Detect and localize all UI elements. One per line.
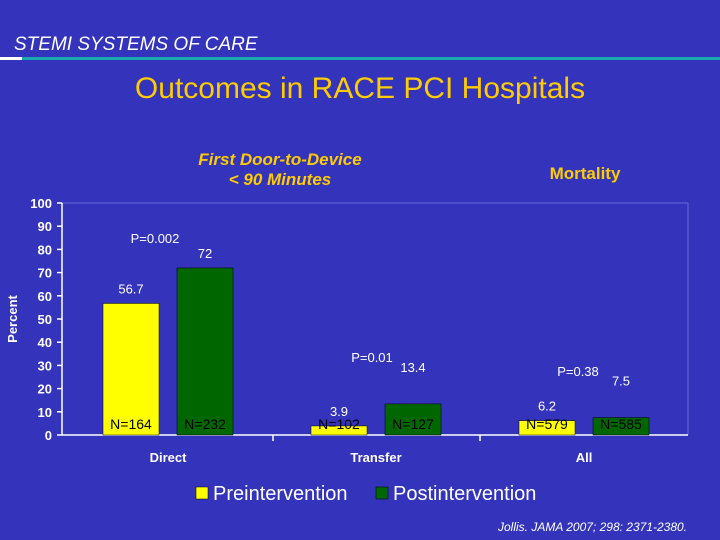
- y-tick-label: 40: [38, 335, 52, 350]
- y-axis-label: Percent: [5, 294, 20, 342]
- value-label-preintervention-all: 6.2: [538, 399, 556, 414]
- value-label-preintervention-transfer: 3.9: [330, 404, 348, 419]
- n-label-preintervention-direct: N=164: [110, 416, 152, 432]
- y-tick-label: 50: [38, 312, 52, 327]
- y-tick-label: 30: [38, 358, 52, 373]
- y-tick-label: 100: [30, 196, 52, 211]
- y-tick-label: 90: [38, 219, 52, 234]
- bar-postintervention-transfer: [384, 403, 442, 436]
- legend-label-preintervention: Preintervention: [213, 483, 348, 505]
- legend-label-postintervention: Postintervention: [393, 483, 536, 505]
- value-label-postintervention-all: 7.5: [612, 374, 630, 389]
- n-label-postintervention-all: N=585: [600, 416, 642, 432]
- chart-subtitle-door-to-device: First Door-to-Device < 90 Minutes: [160, 150, 400, 190]
- bar-preintervention-all: [518, 420, 576, 436]
- y-tick-label: 20: [38, 382, 52, 397]
- section-header: STEMI SYSTEMS OF CARE: [14, 34, 258, 55]
- subtitle-line-1: First Door-to-Device: [198, 150, 362, 169]
- y-tick-label: 80: [38, 242, 52, 257]
- bar-postintervention-direct: [176, 267, 234, 436]
- p-value-all: P=0.38: [557, 364, 599, 379]
- legend-swatch-postintervention: [375, 486, 389, 500]
- value-label-preintervention-direct: 56.7: [118, 281, 143, 296]
- header-divider: [0, 57, 720, 60]
- bar-preintervention-direct: [102, 303, 160, 436]
- x-category-label-direct: Direct: [150, 450, 188, 465]
- value-label-postintervention-direct: 72: [198, 246, 212, 261]
- slide-title: Outcomes in RACE PCI Hospitals: [134, 72, 586, 105]
- header-divider-accent: [0, 57, 22, 60]
- x-category-label-transfer: Transfer: [350, 450, 401, 465]
- p-value-transfer: P=0.01: [351, 350, 393, 365]
- bar-postintervention-all: [592, 417, 650, 436]
- citation: Jollis. JAMA 2007; 298: 2371-2380.: [498, 520, 688, 534]
- chart-subtitle-mortality: Mortality: [549, 164, 621, 183]
- n-label-postintervention-direct: N=232: [184, 416, 226, 432]
- y-tick-label: 60: [38, 289, 52, 304]
- p-value-direct: P=0.002: [131, 231, 180, 246]
- legend-swatch-preintervention: [195, 486, 209, 500]
- subtitle-line-2: < 90 Minutes: [228, 170, 332, 189]
- x-category-label-all: All: [576, 450, 593, 465]
- y-tick-label: 70: [38, 266, 52, 281]
- value-label-postintervention-transfer: 13.4: [400, 360, 425, 375]
- n-label-preintervention-transfer: N=102: [318, 416, 360, 432]
- bar-preintervention-transfer: [310, 425, 368, 436]
- y-tick-label: 10: [38, 405, 52, 420]
- n-label-preintervention-all: N=579: [526, 416, 568, 432]
- y-tick-label: 0: [45, 428, 52, 443]
- n-label-postintervention-transfer: N=127: [392, 416, 434, 432]
